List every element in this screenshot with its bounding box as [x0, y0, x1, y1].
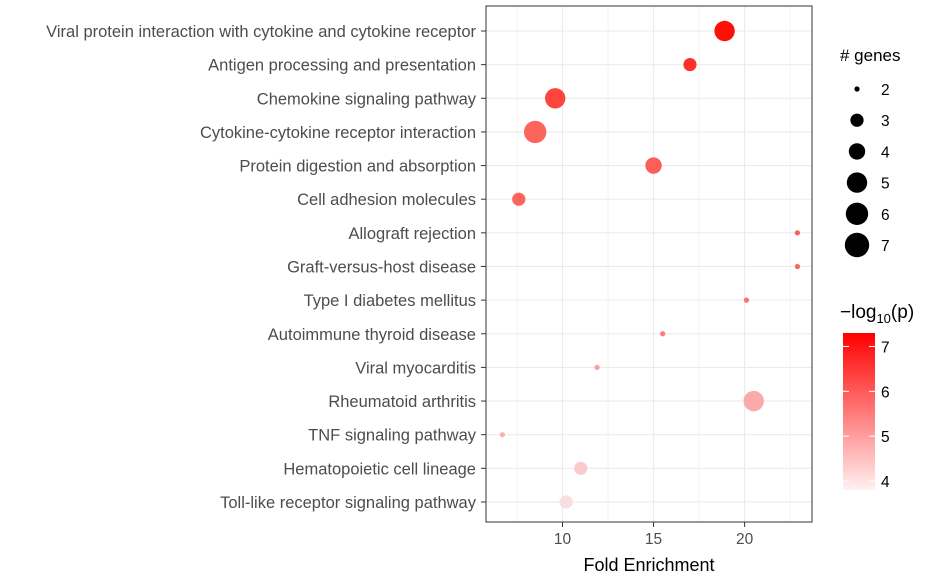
- y-axis-labels: Viral protein interaction with cytokine …: [46, 23, 486, 512]
- size-legend-label: 2: [881, 82, 890, 99]
- y-tick-label: Antigen processing and presentation: [208, 57, 476, 75]
- color-legend-label: 5: [881, 429, 890, 446]
- y-tick-label: Cytokine-cytokine receptor interaction: [200, 124, 476, 142]
- y-tick-label: TNF signaling pathway: [308, 427, 477, 445]
- color-legend-title-suffix: (p): [891, 302, 914, 323]
- y-tick-label: Cell adhesion molecules: [297, 191, 476, 209]
- color-legend-label: 7: [881, 339, 890, 356]
- x-axis-ticks: 10 15 20: [554, 522, 754, 548]
- y-tick-label: Viral protein interaction with cytokine …: [46, 23, 476, 41]
- panel-border: [485, 5, 813, 523]
- data-point: [743, 297, 750, 303]
- size-legend-dot: [854, 86, 860, 92]
- data-point: [794, 263, 801, 270]
- y-tick-label: Toll-like receptor signaling pathway: [220, 494, 477, 512]
- y-tick-label: Graft-versus-host disease: [287, 258, 476, 276]
- data-point: [523, 120, 547, 144]
- data-point: [660, 331, 666, 337]
- y-tick-label: Protein digestion and absorption: [239, 158, 476, 176]
- size-legend-dot: [846, 172, 868, 193]
- x-tick-label: 15: [645, 531, 662, 548]
- size-legend: 2 3 4 5 6 7: [844, 82, 890, 258]
- size-legend-label: 5: [881, 176, 890, 193]
- size-legend-label: 6: [881, 207, 890, 224]
- y-tick-label: Autoimmune thyroid disease: [268, 326, 476, 344]
- y-tick-label: Rheumatoid arthritis: [328, 393, 476, 411]
- x-tick-label: 10: [554, 531, 572, 548]
- data-point: [499, 432, 505, 438]
- size-legend-dot: [844, 232, 870, 258]
- data-point: [512, 192, 526, 206]
- y-tick-label: Type I diabetes mellitus: [304, 292, 476, 310]
- color-legend-title-prefix: −log: [840, 302, 876, 323]
- color-legend-label: 6: [881, 384, 890, 401]
- data-point: [714, 20, 735, 42]
- data-points: [499, 20, 801, 509]
- y-tick-label: Viral myocarditis: [355, 359, 476, 377]
- size-legend-dot: [850, 113, 864, 127]
- data-point: [645, 157, 662, 174]
- x-tick-label: 20: [736, 531, 754, 548]
- size-legend-dot: [845, 202, 869, 225]
- color-legend-bar: [843, 333, 875, 490]
- grid-lines: [486, 6, 812, 522]
- color-legend-title-subscript: 10: [876, 311, 890, 326]
- y-tick-label: Chemokine signaling pathway: [257, 90, 477, 108]
- data-point: [594, 364, 600, 370]
- size-legend-label: 3: [881, 113, 890, 130]
- data-point: [794, 230, 801, 236]
- x-axis-title: Fold Enrichment: [583, 555, 714, 575]
- size-legend-title: # genes: [840, 46, 901, 65]
- size-legend-dot: [848, 143, 866, 160]
- color-legend-ticks: 4 5 6 7: [843, 339, 890, 491]
- size-legend-label: 4: [881, 144, 890, 161]
- color-legend-label: 4: [881, 474, 890, 491]
- y-tick-label: Hematopoietic cell lineage: [283, 460, 476, 478]
- data-point: [683, 58, 697, 72]
- data-point: [559, 495, 573, 509]
- data-point: [743, 390, 764, 412]
- data-point: [574, 461, 588, 475]
- y-tick-label: Allograft rejection: [349, 225, 476, 243]
- data-point: [545, 88, 566, 109]
- color-legend-title: −log10(p): [840, 302, 914, 326]
- size-legend-label: 7: [881, 238, 890, 255]
